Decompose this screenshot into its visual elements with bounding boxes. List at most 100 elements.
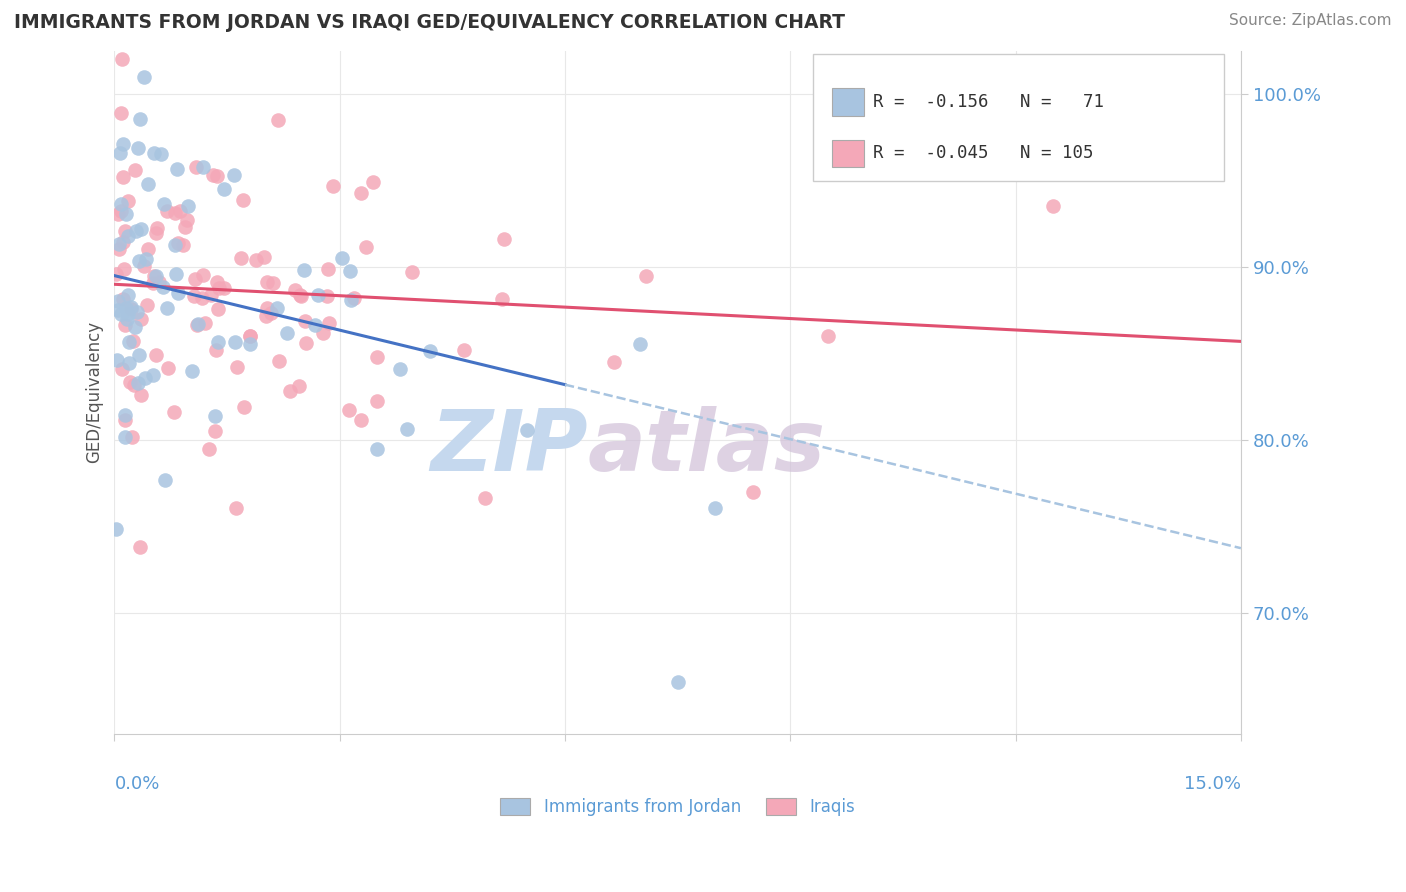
Point [290,289,312,303]
Point [105,267,128,281]
Point [111,361,134,376]
Point [122,377,145,392]
Point [267,353,290,368]
Point [114,318,136,332]
Point [207,275,229,289]
Point [666,675,689,690]
Text: 15.0%: 15.0% [1184,775,1241,793]
Point [239,329,262,343]
Text: R =  -0.156   N =   71: R = -0.156 N = 71 [873,93,1104,111]
Point [343,291,366,305]
Point [817,329,839,343]
Point [262,276,284,290]
Point [516,423,538,437]
Point [204,424,226,438]
Point [292,263,315,277]
Point [294,314,316,328]
Point [232,193,254,207]
Point [145,268,167,283]
Point [152,280,174,294]
Point [114,261,136,276]
Point [190,291,212,305]
Point [204,343,226,358]
Point [156,301,179,315]
Point [166,162,188,177]
Point [183,289,205,303]
Point [135,297,157,311]
Point [110,204,132,219]
Point [114,412,136,426]
Point [104,522,127,536]
Point [163,405,186,419]
Point [142,146,165,161]
Point [322,178,344,193]
Point [225,501,247,516]
Point [603,355,626,369]
Point [115,311,138,326]
Point [118,356,141,370]
Point [184,272,207,286]
Point [115,207,138,221]
Point [153,473,176,487]
Point [267,113,290,128]
Point [254,309,277,323]
Point [134,370,156,384]
Point [288,378,311,392]
Point [129,540,152,554]
Legend: Immigrants from Jordan, Iraqis: Immigrants from Jordan, Iraqis [494,791,862,823]
Point [153,197,176,211]
Point [142,368,165,382]
Point [366,442,388,456]
Point [266,301,288,315]
Point [124,163,146,178]
Point [202,168,225,182]
Point [186,318,208,332]
Point [295,336,318,351]
Point [278,384,301,398]
Point [304,318,326,332]
Point [212,280,235,294]
Point [125,305,148,319]
Point [114,408,136,422]
Point [145,348,167,362]
Point [110,307,132,321]
Point [145,227,167,241]
Point [232,400,254,414]
Point [156,204,179,219]
Point [205,169,228,183]
Point [388,362,411,376]
Point [121,430,143,444]
Point [128,254,150,268]
Point [120,301,142,316]
Y-axis label: GED/Equivalency: GED/Equivalency [86,321,103,464]
Point [208,281,231,295]
Point [110,196,132,211]
Point [112,136,135,151]
Point [366,350,388,364]
Point [474,491,496,506]
Point [128,112,150,127]
Point [204,409,226,424]
Point [107,207,129,221]
Point [156,360,179,375]
Point [198,442,221,456]
Point [256,275,278,289]
Point [330,251,353,265]
Point [1042,199,1064,213]
Point [419,344,441,359]
Point [143,269,166,284]
Point [231,251,253,265]
Point [628,336,651,351]
Point [146,221,169,235]
Point [276,326,298,340]
Point [135,252,157,266]
Point [741,484,763,499]
Point [259,306,281,320]
Point [117,287,139,301]
Point [245,253,267,268]
Point [212,182,235,196]
Point [136,242,159,256]
Point [127,376,149,391]
Point [316,261,339,276]
Point [149,147,172,161]
